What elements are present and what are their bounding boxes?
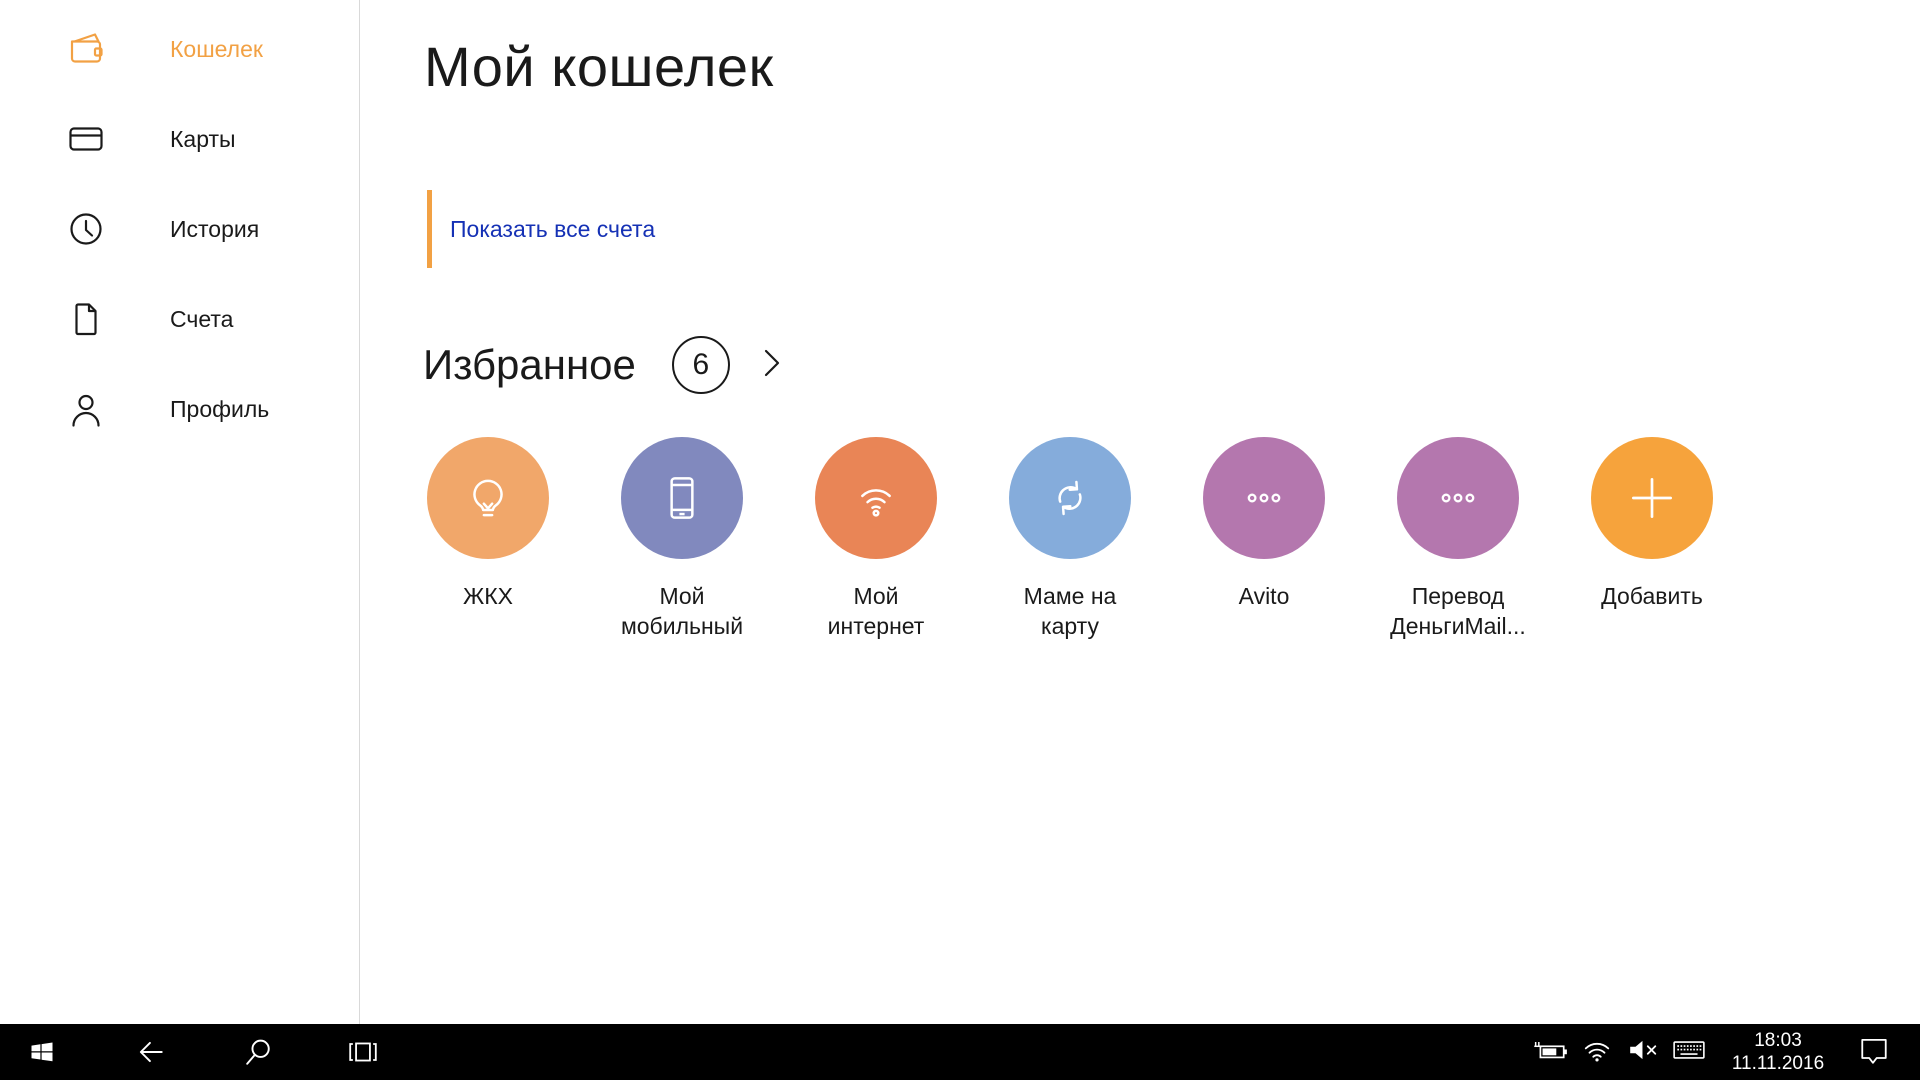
sidebar-item-profile[interactable]: Профиль: [0, 380, 359, 438]
sync-icon: [1009, 437, 1131, 559]
favorites-expand-button[interactable]: [760, 346, 784, 385]
sidebar-item-cards[interactable]: Карты: [0, 110, 359, 168]
favorite-tile-avito[interactable]: Avito: [1167, 437, 1361, 641]
main-content: Мой кошелек Показать все счета Избранное…: [360, 0, 1920, 1024]
sidebar-list: Кошелек Карты История Счета Профиль: [0, 20, 359, 438]
document-icon: [66, 299, 106, 339]
sidebar-item-label: История: [170, 215, 260, 242]
task-view-button[interactable]: [339, 1024, 387, 1080]
sidebar-item-label: Счета: [170, 305, 234, 332]
system-tray: 18:03 11.11.2016: [1528, 1024, 1920, 1080]
page-title: Мой кошелек: [424, 35, 774, 98]
tile-label: Перевод ДеньгиMail...: [1390, 581, 1526, 641]
taskbar: 18:03 11.11.2016: [0, 1024, 1920, 1080]
tile-label: Avito: [1239, 581, 1290, 611]
tile-label: ЖКХ: [463, 581, 513, 611]
favorite-tile-perevod-dengimail[interactable]: Перевод ДеньгиMail...: [1361, 437, 1555, 641]
search-button[interactable]: [235, 1024, 283, 1080]
tile-label-line: ДеньгиMail...: [1390, 613, 1526, 639]
tile-label-line: Перевод: [1411, 583, 1505, 609]
network-status-button[interactable]: [1574, 1024, 1620, 1080]
tile-label: Мой мобильный: [621, 581, 743, 641]
favorite-tile-mame-na-kartu[interactable]: Маме на карту: [973, 437, 1167, 641]
wallet-icon: [66, 29, 106, 69]
add-favorite-tile[interactable]: Добавить: [1555, 437, 1749, 641]
favorite-tile-my-internet[interactable]: Мой интернет: [779, 437, 973, 641]
windows-logo-icon: [28, 1038, 56, 1066]
dots-icon: [1203, 437, 1325, 559]
sidebar-item-label: Кошелек: [170, 35, 263, 62]
plus-icon: [1591, 437, 1713, 559]
sidebar-item-wallet[interactable]: Кошелек: [0, 20, 359, 78]
clock-date: 11.11.2016: [1731, 1053, 1825, 1074]
tile-label-line: Avito: [1238, 583, 1290, 609]
tile-label: Маме на карту: [1024, 581, 1117, 641]
clock-icon: [66, 209, 106, 249]
volume-button[interactable]: [1620, 1024, 1666, 1080]
clock-time: 18:03: [1754, 1030, 1802, 1051]
sidebar: Кошелек Карты История Счета Профиль: [0, 0, 360, 1024]
favorite-tile-zhkh[interactable]: ЖКХ: [391, 437, 585, 641]
sidebar-item-label: Карты: [170, 125, 236, 152]
tile-label-line: ЖКХ: [463, 583, 513, 609]
tile-label-line: Маме на: [1023, 583, 1117, 609]
wallet-app-window: Кошелек Карты История Счета Профиль Мой …: [0, 0, 1920, 1024]
start-button[interactable]: [18, 1024, 66, 1080]
favorites-count-badge: 6: [671, 336, 730, 394]
tile-label-line: мобильный: [620, 613, 744, 639]
phone-icon: [621, 437, 743, 559]
tile-label: Мой интернет: [828, 581, 925, 641]
action-center-button[interactable]: [1844, 1024, 1904, 1080]
action-center-icon: [1858, 1034, 1890, 1071]
sidebar-item-label: Профиль: [170, 395, 270, 422]
sidebar-item-accounts[interactable]: Счета: [0, 290, 359, 348]
wifi-icon: [1582, 1035, 1612, 1070]
show-all-accounts-link[interactable]: Показать все счета: [450, 215, 656, 242]
card-icon: [66, 119, 106, 159]
battery-status-button[interactable]: [1528, 1024, 1574, 1080]
back-button[interactable]: [127, 1024, 175, 1080]
dots-icon: [1397, 437, 1519, 559]
chevron-right-icon: [760, 346, 784, 385]
wifi-icon: [815, 437, 937, 559]
bulb-icon: [427, 437, 549, 559]
task-view-icon: [347, 1037, 379, 1067]
favorites-tiles: ЖКХ Мой мобильный Мой интернет Маме на карт…: [391, 437, 1811, 687]
volume-muted-icon: [1627, 1035, 1659, 1070]
keyboard-icon: [1672, 1037, 1706, 1068]
person-icon: [66, 389, 106, 429]
battery-charging-icon: [1533, 1037, 1569, 1068]
search-icon: [244, 1037, 274, 1067]
show-all-accounts[interactable]: Показать все счета: [427, 190, 655, 268]
tile-label-line: карту: [1041, 613, 1099, 639]
tile-label-line: Мой: [853, 583, 899, 609]
tile-label-line: интернет: [827, 613, 925, 639]
tile-label-line: Мой: [659, 583, 705, 609]
sidebar-item-history[interactable]: История: [0, 200, 359, 258]
clock[interactable]: 18:03 11.11.2016: [1712, 1029, 1844, 1075]
favorites-title: Избранное: [423, 341, 636, 388]
back-arrow-icon: [136, 1037, 166, 1067]
touch-keyboard-button[interactable]: [1666, 1024, 1712, 1080]
favorites-header: Избранное 6: [423, 336, 784, 394]
favorite-tile-my-mobile[interactable]: Мой мобильный: [585, 437, 779, 641]
tile-label: Добавить: [1601, 583, 1703, 609]
